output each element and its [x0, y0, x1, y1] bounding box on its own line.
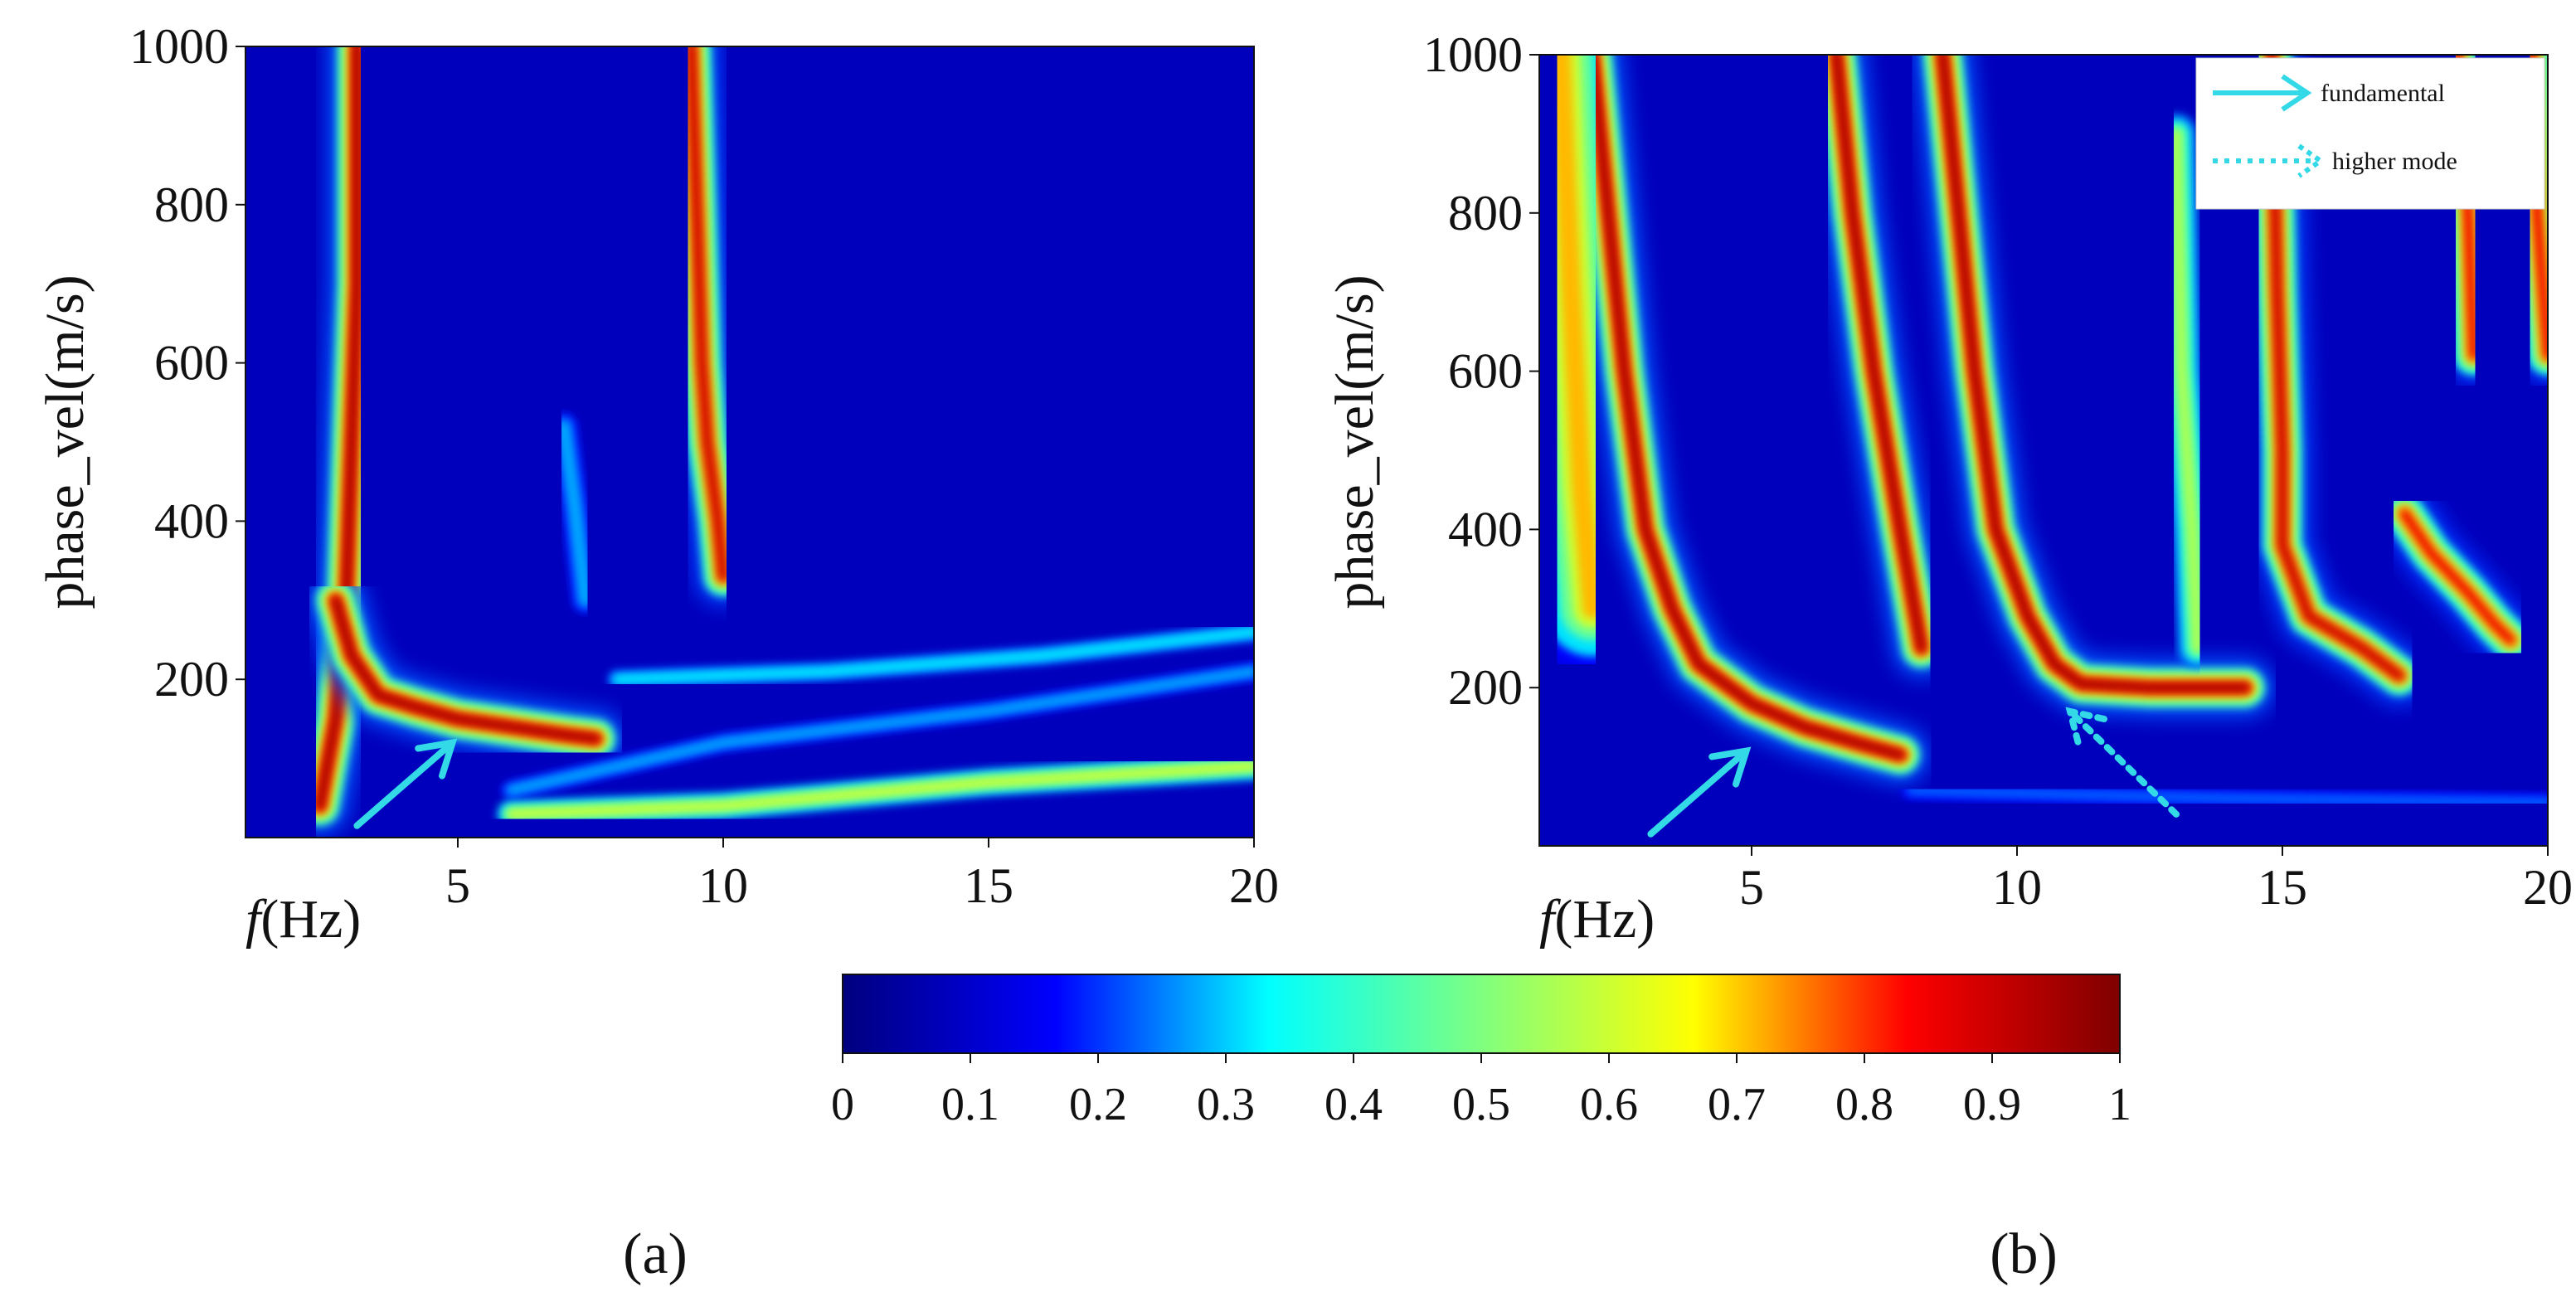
- ridge-b-9-layer-4: [1908, 787, 2548, 805]
- colorbar-tick-label-0: 0: [831, 1079, 854, 1130]
- legend-box: [2195, 57, 2545, 210]
- ytick-label-b-200: 200: [1448, 660, 1523, 715]
- plot-b-x-ticks: 5 10 15 20: [1739, 846, 2573, 915]
- arrow-b-0-head: [1708, 746, 1752, 788]
- arrow-a-0-head: [415, 738, 458, 780]
- ridge-a-4-layer-4: [508, 668, 1254, 794]
- arrow-b-1-shaft: [2070, 711, 2180, 818]
- plot-a-x-ticks: 5 10 15 20: [445, 838, 1279, 913]
- ridge-b-8-layer-4: [2172, 129, 2202, 653]
- xtick-label-b-5: 5: [1739, 860, 1764, 915]
- colorbar-ticks: 0 0.1 0.2 0.3 0.4 0.5 0.6 0.7 0.8 0.9 1: [831, 1053, 2131, 1130]
- ridge-a-3-layer-4: [560, 421, 590, 605]
- ytick-label-b-600: 600: [1448, 344, 1523, 399]
- plot-a-ridges: [290, 46, 1254, 835]
- ytick-label-b-400: 400: [1448, 502, 1523, 556]
- xtick-label-b-10: 10: [1992, 860, 2042, 915]
- colorbar-bar: [842, 974, 2121, 1054]
- colorbar-tick-label-1: 0.1: [941, 1079, 999, 1130]
- ridge-b-3-layer-4: [1938, 55, 2250, 692]
- colorbar-tick-label-7: 0.7: [1708, 1079, 1766, 1130]
- ytick-label-b-1000: 1000: [1423, 27, 1523, 82]
- ytick-label-a-600: 600: [154, 336, 229, 391]
- ytick-label-a-400: 400: [154, 493, 229, 548]
- xtick-label-a-15: 15: [964, 858, 1013, 913]
- ridge-b-4-layer-4: [2267, 55, 2403, 680]
- ytick-label-a-1000: 1000: [129, 19, 229, 74]
- legend-label-fundamental: fundamental: [2321, 80, 2445, 107]
- plot-a-frame: [245, 46, 1255, 838]
- colorbar: 0 0.1 0.2 0.3 0.4 0.5 0.6 0.7 0.8 0.9 1: [831, 974, 2131, 1130]
- ytick-label-a-200: 200: [154, 652, 229, 707]
- panel-a-label: (a): [623, 1222, 688, 1286]
- ytick-label-b-800: 800: [1448, 186, 1523, 240]
- colorbar-tick-label-6: 0.6: [1580, 1079, 1638, 1130]
- xtick-label-a-5: 5: [445, 858, 470, 913]
- arrow-b-0-shaft: [1647, 751, 1747, 838]
- xtick-label-b-15: 15: [2258, 860, 2307, 915]
- ridge-b-1-layer-4: [1550, 55, 1602, 619]
- colorbar-tick-label-5: 0.5: [1452, 1079, 1510, 1130]
- xtick-label-b-20: 20: [2523, 860, 2573, 915]
- arrow-a-0-shaft: [353, 742, 453, 829]
- legend-label-higher-mode: higher mode: [2332, 148, 2457, 175]
- legend-entry-higher-mode: higher mode: [2213, 143, 2457, 178]
- ridge-a-2-layer-4: [687, 46, 727, 581]
- plot-b-ylabel: phase_vel(m/s): [1324, 274, 1385, 609]
- colorbar-tick-label-9: 0.9: [1963, 1079, 2021, 1130]
- legend-solid-arrow-head: [2281, 74, 2312, 112]
- colorbar-tick-label-2: 0.2: [1069, 1079, 1127, 1130]
- plot-a-xlabel: f(Hz): [245, 889, 361, 950]
- legend-dotted-arrow-head: [2297, 143, 2326, 178]
- plot-a-ylabel: phase_vel(m/s): [35, 274, 95, 609]
- xtick-label-a-20: 20: [1229, 858, 1279, 913]
- xtick-label-a-10: 10: [698, 858, 748, 913]
- ridge-b-5-layer-4: [2400, 509, 2515, 644]
- ridge-a-6-layer-4: [614, 629, 1254, 683]
- legend: fundamental higher mode: [2195, 57, 2545, 210]
- plot-b-frame: [1538, 54, 2549, 847]
- ridge-a-0-layer-4: [315, 46, 362, 810]
- panel-b-label: (b): [1990, 1222, 2058, 1286]
- plot-b-arrows: [1647, 707, 2180, 838]
- legend-entry-fundamental: fundamental: [2213, 74, 2445, 112]
- ridge-a-1-layer-4: [331, 595, 600, 743]
- colorbar-tick-label-8: 0.8: [1835, 1079, 1893, 1130]
- plot-b-y-ticks: 200 400 600 800 1000: [1423, 27, 1539, 715]
- ytick-label-a-800: 800: [154, 177, 229, 232]
- plot-b-xlabel: f(Hz): [1539, 889, 1655, 950]
- ridge-a-5-layer-4: [508, 763, 1254, 817]
- plot-a-y-ticks: 200 400 600 800 1000: [129, 19, 245, 707]
- colorbar-tick-label-10: 1: [2108, 1079, 2131, 1130]
- ridge-b-2-layer-4: [1832, 55, 1926, 653]
- colorbar-tick-label-3: 0.3: [1197, 1079, 1255, 1130]
- colorbar-tick-label-4: 0.4: [1324, 1079, 1383, 1130]
- plot-a-arrows: [353, 738, 458, 829]
- arrow-b-1-head: [2065, 707, 2107, 749]
